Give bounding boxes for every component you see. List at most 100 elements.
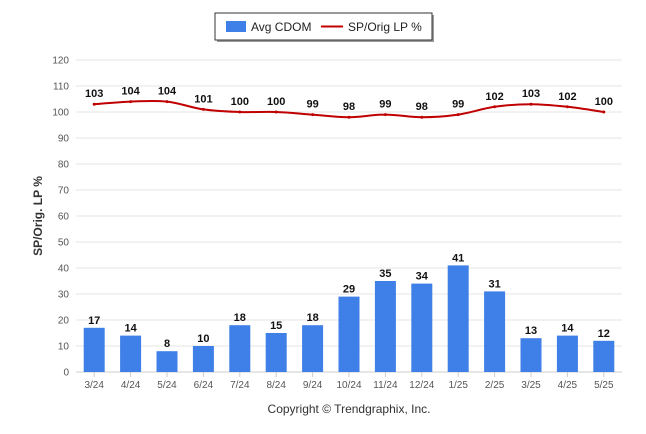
line-data-label: 103: [522, 88, 540, 100]
bar: [593, 340, 615, 372]
line-point: [129, 100, 133, 104]
line-point: [165, 100, 169, 104]
line-data-label: 104: [121, 86, 140, 98]
y-tick-label: 90: [58, 134, 70, 145]
legend-bar-label: Avg CDOM: [251, 20, 311, 34]
bar-data-label: 31: [488, 278, 500, 290]
y-tick-labels: 0 10 20 30 40 50 60 70 80 90 100 110 120: [52, 56, 69, 379]
x-tick-label: 6/24: [194, 380, 214, 391]
bar-data-label: 8: [164, 338, 170, 350]
x-tick-label: 5/24: [157, 380, 177, 391]
bar: [556, 335, 578, 372]
bar-data-label: 35: [379, 268, 391, 280]
line-data-label: 100: [231, 96, 249, 108]
x-tick-label: 4/24: [121, 380, 141, 391]
y-tick-label: 20: [58, 316, 70, 327]
y-tick-label: 120: [52, 56, 69, 67]
bars: [83, 265, 615, 372]
bar-data-label: 15: [270, 320, 282, 332]
bar: [192, 346, 214, 372]
bar-data-label: 34: [416, 271, 429, 283]
y-axis-label: SP/Orig. LP %: [31, 176, 45, 256]
bar-data-label: 12: [598, 328, 610, 340]
y-tick-label: 60: [58, 212, 70, 223]
legend-line-label: SP/Orig LP %: [348, 20, 422, 34]
bar-data-label: 14: [561, 323, 574, 335]
line-point: [347, 115, 351, 119]
line-data-label: 104: [158, 86, 177, 98]
line-point: [493, 105, 497, 109]
bar-data-label: 14: [124, 323, 137, 335]
line-point: [602, 110, 606, 114]
x-tick-label: 1/25: [448, 380, 468, 391]
y-tick-label: 50: [58, 238, 70, 249]
bar-data-label: 18: [306, 312, 318, 324]
x-tick-label: 10/24: [336, 380, 361, 391]
y-tick-label: 30: [58, 290, 70, 301]
bar: [156, 351, 178, 372]
bar: [447, 265, 469, 372]
bar-data-label: 17: [88, 315, 100, 327]
bar: [520, 338, 542, 372]
bar: [229, 325, 251, 372]
line-point: [565, 105, 569, 109]
bar: [120, 335, 142, 372]
x-tick-label: 9/24: [303, 380, 323, 391]
line-data-label: 103: [85, 88, 103, 100]
bar: [302, 325, 324, 372]
line-point: [92, 102, 96, 106]
bar-data-label: 41: [452, 252, 464, 264]
line-point: [311, 113, 315, 117]
line-data-label: 101: [194, 93, 212, 105]
y-tick-label: 70: [58, 186, 70, 197]
x-tick-label: 4/25: [558, 380, 578, 391]
line-data-label: 98: [343, 101, 355, 113]
bar: [265, 333, 287, 372]
line-point: [238, 110, 242, 114]
line-point: [383, 113, 387, 117]
legend-bar-swatch: [226, 21, 246, 32]
x-tick-label: 5/25: [594, 380, 614, 391]
x-tick-label: 2/25: [485, 380, 505, 391]
bar-data-label: 18: [234, 312, 246, 324]
line-point: [201, 107, 205, 111]
bar: [83, 327, 105, 372]
copyright-credit: Copyright © Trendgraphix, Inc.: [268, 402, 431, 416]
line-data-label: 102: [558, 91, 576, 103]
x-tick-labels: 3/24 4/24 5/24 6/24 7/24 8/24 9/24 10/24 11/24 12…: [84, 372, 614, 391]
line-data-label: 100: [595, 96, 613, 108]
y-tick-label: 40: [58, 264, 70, 275]
bar: [374, 281, 396, 372]
x-tick-label: 7/24: [230, 380, 250, 391]
bar-labels: 17 14 8 10 18 15 18 29 35 34 41 31 13 14 12: [88, 252, 610, 350]
line-data-label: 102: [485, 91, 503, 103]
line-point: [456, 113, 460, 117]
bar: [411, 283, 433, 372]
line-data-label: 98: [416, 101, 428, 113]
bar: [484, 291, 506, 372]
bar-data-label: 13: [525, 325, 537, 337]
line-point: [274, 110, 278, 114]
x-tick-label: 3/24: [84, 380, 104, 391]
line-data-label: 99: [452, 99, 464, 111]
line-point: [529, 102, 533, 106]
legend: Avg CDOM SP/Orig LP %: [214, 12, 434, 42]
line-labels: 103 104 104 101 100 100 99 98 99 98 99 102 103 102 100: [85, 86, 613, 119]
x-tick-label: 3/25: [521, 380, 541, 391]
y-tick-label: 10: [58, 342, 70, 353]
line-data-label: 99: [306, 99, 318, 111]
y-tick-label: 0: [63, 368, 69, 379]
bar: [338, 296, 360, 372]
bar-data-label: 10: [197, 333, 209, 345]
y-tick-label: 100: [52, 108, 69, 119]
line-data-label: 99: [379, 99, 391, 111]
y-tick-label: 110: [53, 82, 69, 93]
x-tick-label: 11/24: [373, 380, 398, 391]
bar-data-label: 29: [343, 284, 355, 296]
line-point: [420, 115, 424, 119]
line-data-label: 100: [267, 96, 285, 108]
x-tick-label: 8/24: [266, 380, 286, 391]
x-tick-label: 12/24: [409, 380, 434, 391]
y-tick-label: 80: [58, 160, 70, 171]
